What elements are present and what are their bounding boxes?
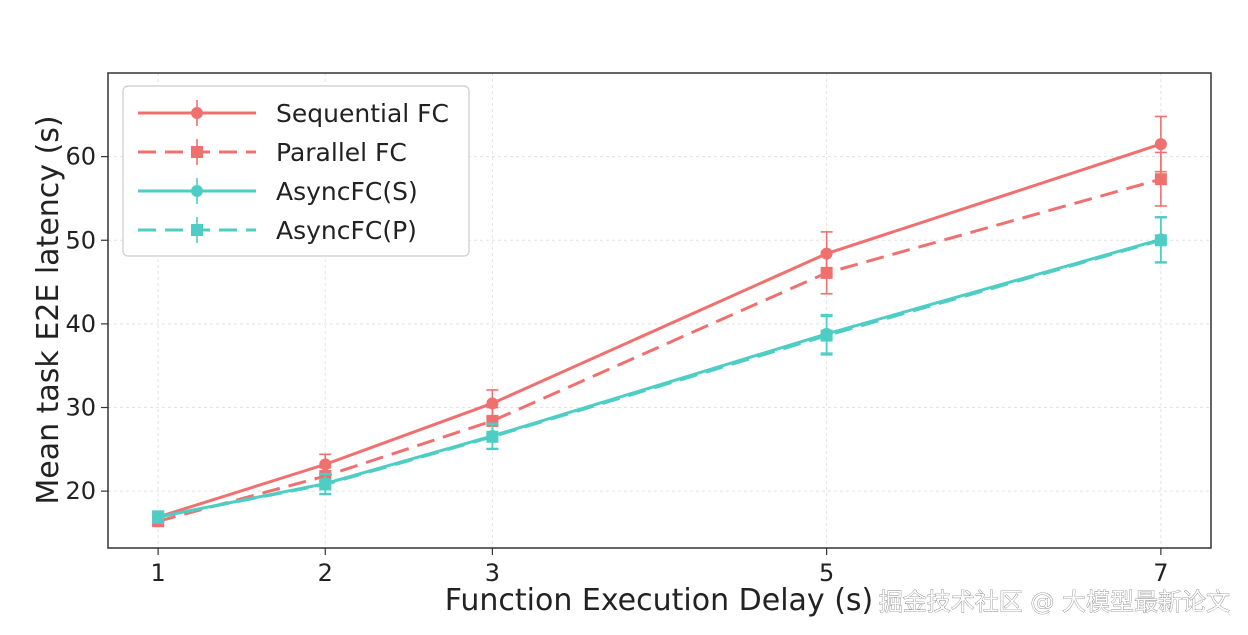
y-tick-label: 20 <box>65 477 96 505</box>
legend-item-0: Sequential FC <box>138 99 449 128</box>
data-point <box>319 478 332 491</box>
series-line <box>157 237 1162 519</box>
plot-frame <box>107 72 1212 549</box>
data-point <box>820 266 833 279</box>
data-point <box>1154 138 1167 151</box>
series-3 <box>152 216 1167 524</box>
data-point <box>820 329 833 342</box>
data-point <box>1154 234 1167 247</box>
y-axis-label: Mean task E2E latency (s) <box>31 115 66 504</box>
legend-label: AsyncFC(P) <box>276 216 417 245</box>
series-line <box>157 177 1162 523</box>
data-point <box>1154 173 1167 186</box>
y-tick-label: 40 <box>65 310 96 338</box>
ticks: 1 2 3 5 7 20 30 40 50 60 <box>65 143 1168 587</box>
legend-marker <box>191 224 203 236</box>
legend: Sequential FC Parallel FC AsyncFC(S) AsyncF… <box>122 85 470 257</box>
y-tick-label: 60 <box>65 143 96 171</box>
x-tick-label: 3 <box>485 559 500 587</box>
x-axis-label: Function Execution Delay (s) <box>445 583 874 618</box>
x-tick-label: 7 <box>1153 559 1168 587</box>
data-point <box>486 430 499 443</box>
x-tick-label: 5 <box>819 559 834 587</box>
data-point <box>152 511 165 524</box>
legend-marker <box>191 185 203 197</box>
series-layer <box>152 115 1167 528</box>
watermark: 掘金技术社区 @ 大模型最新论文 <box>879 588 1230 616</box>
x-tick-label: 2 <box>318 559 333 587</box>
legend-marker <box>191 107 203 119</box>
legend-label: Sequential FC <box>276 99 449 128</box>
data-point <box>486 397 499 410</box>
legend-label: Parallel FC <box>276 138 407 167</box>
legend-item-2: AsyncFC(S) <box>138 177 418 206</box>
y-tick-label: 50 <box>65 226 96 254</box>
x-tick-label: 1 <box>150 559 165 587</box>
legend-item-1: Parallel FC <box>138 138 407 167</box>
series-2 <box>152 216 1167 524</box>
series-line <box>157 238 1162 519</box>
legend-item-3: AsyncFC(P) <box>138 216 417 245</box>
legend-box <box>122 85 470 257</box>
legend-label: AsyncFC(S) <box>276 177 418 206</box>
y-tick-label: 30 <box>65 394 96 422</box>
legend-marker <box>191 146 203 158</box>
